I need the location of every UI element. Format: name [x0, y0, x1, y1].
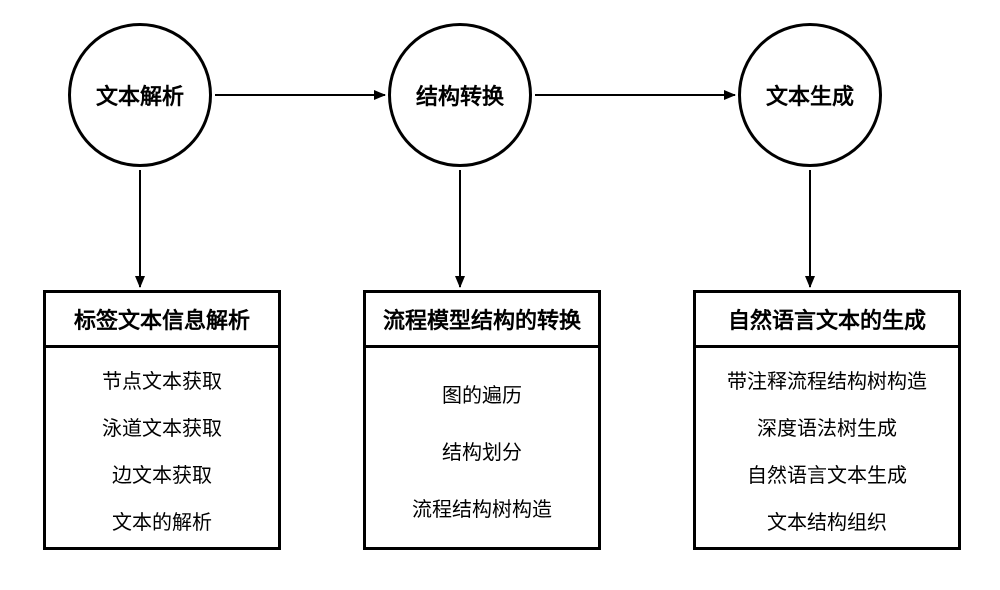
- node-parse-label: 文本解析: [96, 79, 184, 111]
- box-transform: 流程模型结构的转换 图的遍历 结构划分 流程结构树构造: [363, 290, 601, 550]
- box-transform-item: 流程结构树构造: [412, 493, 552, 522]
- box-parse-item: 泳道文本获取: [102, 412, 222, 441]
- box-generate-body: 带注释流程结构树构造 深度语法树生成 自然语言文本生成 文本结构组织: [696, 348, 958, 552]
- box-parse-header: 标签文本信息解析: [46, 293, 278, 348]
- box-parse-item: 文本的解析: [112, 506, 212, 535]
- node-parse: 文本解析: [68, 23, 212, 167]
- node-generate-label: 文本生成: [766, 79, 854, 111]
- node-generate: 文本生成: [738, 23, 882, 167]
- box-generate-item: 带注释流程结构树构造: [727, 365, 927, 394]
- box-parse-item: 边文本获取: [112, 459, 212, 488]
- box-parse: 标签文本信息解析 节点文本获取 泳道文本获取 边文本获取 文本的解析: [43, 290, 281, 550]
- box-generate-item: 深度语法树生成: [757, 412, 897, 441]
- box-transform-item: 结构划分: [442, 436, 522, 465]
- box-transform-body: 图的遍历 结构划分 流程结构树构造: [366, 348, 598, 552]
- box-parse-item: 节点文本获取: [102, 365, 222, 394]
- box-transform-item: 图的遍历: [442, 379, 522, 408]
- box-transform-header: 流程模型结构的转换: [366, 293, 598, 348]
- box-generate: 自然语言文本的生成 带注释流程结构树构造 深度语法树生成 自然语言文本生成 文本…: [693, 290, 961, 550]
- box-generate-item: 自然语言文本生成: [747, 459, 907, 488]
- box-generate-header: 自然语言文本的生成: [696, 293, 958, 348]
- node-transform: 结构转换: [388, 23, 532, 167]
- box-parse-body: 节点文本获取 泳道文本获取 边文本获取 文本的解析: [46, 348, 278, 552]
- box-generate-item: 文本结构组织: [767, 506, 887, 535]
- node-transform-label: 结构转换: [416, 79, 504, 111]
